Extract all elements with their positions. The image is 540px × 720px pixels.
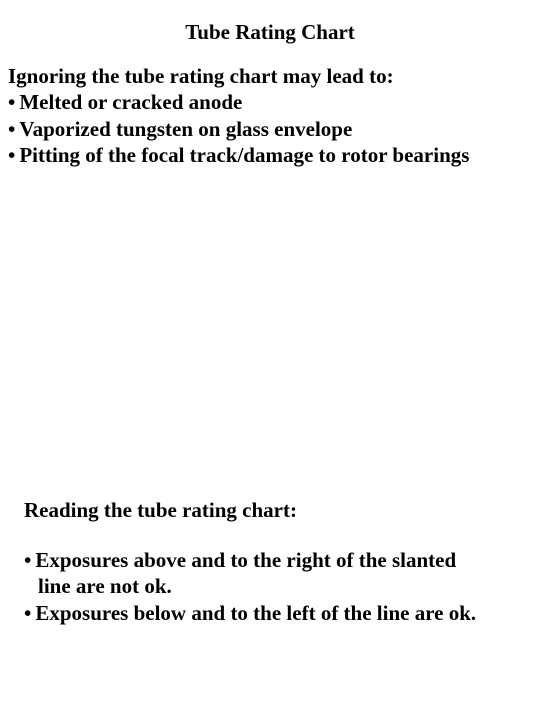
bullet-continuation: line are not ok. bbox=[24, 573, 532, 599]
bullet-text: Pitting of the focal track/damage to rot… bbox=[19, 143, 469, 167]
section2-intro: Reading the tube rating chart: bbox=[24, 498, 532, 523]
bullet-item: •Pitting of the focal track/damage to ro… bbox=[8, 142, 532, 168]
section1-bullets: •Melted or cracked anode •Vaporized tung… bbox=[8, 89, 532, 168]
bullet-icon: • bbox=[8, 143, 15, 167]
bullet-item: •Melted or cracked anode bbox=[8, 89, 532, 115]
bullet-item: •Vaporized tungsten on glass envelope bbox=[8, 116, 532, 142]
section1-intro: Ignoring the tube rating chart may lead … bbox=[8, 63, 532, 89]
bullet-text: Melted or cracked anode bbox=[19, 90, 242, 114]
content-spacer bbox=[8, 168, 532, 498]
bullet-icon: • bbox=[24, 548, 31, 572]
page-title: Tube Rating Chart bbox=[8, 20, 532, 45]
bullet-item: •Exposures below and to the left of the … bbox=[24, 600, 532, 626]
bullet-icon: • bbox=[24, 601, 31, 625]
bullet-text: Exposures above and to the right of the … bbox=[35, 548, 456, 572]
bullet-text: Exposures below and to the left of the l… bbox=[35, 601, 476, 625]
section2-bullets: •Exposures above and to the right of the… bbox=[24, 547, 532, 626]
section2: Reading the tube rating chart: •Exposure… bbox=[8, 498, 532, 626]
bullet-item: •Exposures above and to the right of the… bbox=[24, 547, 532, 600]
bullet-text: Vaporized tungsten on glass envelope bbox=[19, 117, 352, 141]
bullet-icon: • bbox=[8, 90, 15, 114]
bullet-icon: • bbox=[8, 117, 15, 141]
